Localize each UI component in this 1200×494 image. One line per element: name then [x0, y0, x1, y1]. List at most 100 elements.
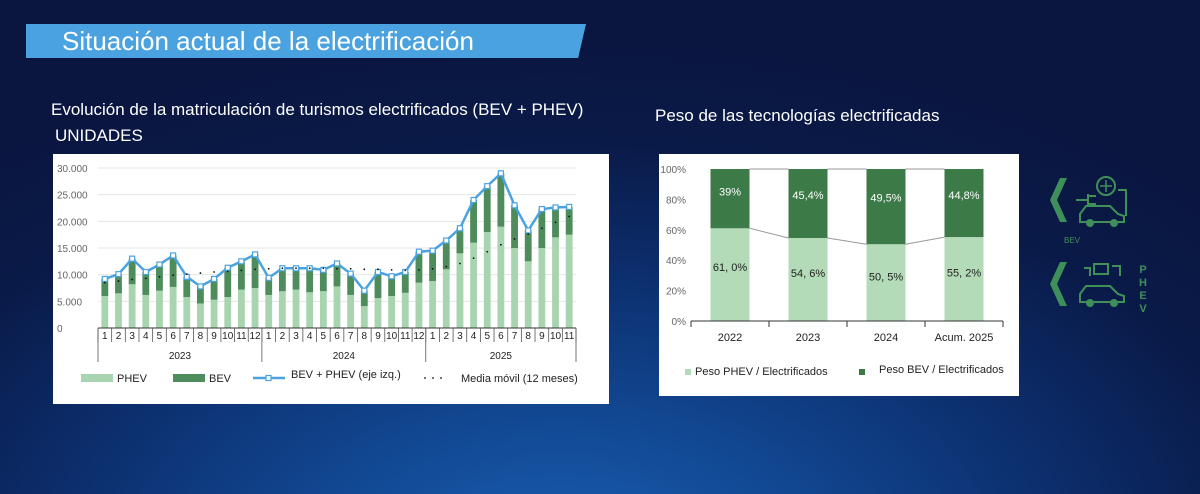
moving-average-point — [254, 268, 256, 271]
month-label: 10 — [550, 331, 562, 342]
phev-bar — [237, 289, 245, 328]
total-point — [402, 268, 409, 276]
moving-average-point — [103, 281, 106, 284]
phev-bar — [278, 291, 286, 328]
year-label: 2025 — [490, 351, 513, 362]
total-point — [320, 266, 327, 273]
moving-average-point — [144, 277, 147, 280]
total-point — [142, 268, 149, 276]
bev-bar — [292, 268, 300, 290]
left-chart-heading: Evolución de la matriculación de turismo… — [51, 100, 584, 119]
moving-average-point — [418, 268, 420, 271]
month-label: 4 — [471, 331, 477, 342]
month-label: 11 — [400, 331, 411, 342]
phev-bar — [552, 237, 559, 328]
month-label: 12 — [249, 331, 261, 342]
moving-average-point — [486, 250, 489, 253]
legend-bev-label: BEV — [209, 373, 232, 385]
moving-average-point — [390, 268, 393, 271]
total-point — [484, 183, 491, 190]
month-label: 3 — [293, 331, 299, 342]
month-label: 7 — [512, 331, 518, 342]
month-label: 3 — [129, 331, 135, 342]
series-connector — [827, 237, 867, 245]
total-point — [525, 227, 532, 234]
month-label: 9 — [375, 331, 381, 342]
total-point — [170, 252, 177, 259]
phev-bar — [442, 269, 450, 328]
bev-bar — [565, 206, 573, 235]
month-label: 3 — [457, 331, 463, 342]
bev-bar — [456, 228, 464, 254]
total-point — [374, 268, 382, 276]
y-tick-label: 15.000 — [57, 244, 88, 255]
moving-average-point — [240, 269, 243, 272]
phev-bar — [251, 288, 259, 328]
phev-bar — [429, 281, 437, 328]
legend-ma-swatch — [432, 377, 434, 379]
bev-bar — [333, 263, 341, 287]
page-title: Situación actual de la electrificación — [62, 26, 474, 56]
month-label: 8 — [198, 331, 204, 342]
moving-average-point — [308, 267, 311, 270]
y-tick-label: 80% — [666, 195, 686, 206]
total-point — [224, 264, 231, 271]
total-point — [566, 203, 573, 211]
bev-bar — [142, 272, 150, 295]
total-point — [333, 260, 341, 267]
month-label: 1 — [430, 331, 436, 342]
total-point — [415, 248, 423, 255]
phev-bar — [511, 248, 518, 328]
moving-average-point — [158, 275, 161, 278]
phev-bar — [128, 284, 136, 328]
bev-icon — [1050, 176, 1127, 227]
phev-bar — [333, 286, 341, 328]
moving-average-point — [336, 267, 338, 270]
phev-share-bar — [788, 238, 828, 321]
total-point — [443, 237, 450, 244]
month-label: 6 — [334, 331, 340, 342]
bev-bar — [497, 173, 505, 227]
moving-average-point — [554, 221, 557, 224]
phev-bar — [115, 293, 122, 328]
total-point — [429, 247, 436, 254]
phev-bar — [183, 297, 191, 328]
total-point — [156, 261, 163, 268]
bev-bar — [388, 276, 396, 296]
total-point — [456, 225, 464, 232]
moving-average-point — [445, 265, 448, 268]
bev-share-label: 49,5% — [870, 193, 901, 205]
phev-bar — [306, 292, 314, 328]
moving-average-point — [172, 274, 175, 277]
phev-bar — [197, 303, 204, 328]
phev-bar — [265, 294, 273, 328]
bev-bar — [483, 186, 491, 232]
legend-phev-label: PHEV — [117, 373, 148, 385]
phev-bar — [483, 232, 491, 328]
moving-average-point — [404, 269, 407, 272]
bev-bar — [183, 276, 191, 298]
bev-bar — [415, 251, 423, 283]
bev-share-label: 44,8% — [948, 190, 979, 202]
moving-average-point — [199, 272, 202, 274]
moving-average-point — [513, 238, 516, 240]
legend-ma-swatch — [424, 377, 426, 379]
moving-average-point — [131, 278, 134, 281]
bev-label: BEV — [1064, 236, 1081, 245]
phev-share-bar — [944, 237, 984, 321]
total-point — [197, 283, 204, 290]
phev-bar — [319, 291, 327, 328]
phev-bar — [524, 261, 532, 328]
month-label: 8 — [525, 331, 531, 342]
phev-share-label: 61, 0% — [713, 262, 747, 274]
phev-bar — [142, 294, 150, 328]
phev-bar — [347, 294, 355, 328]
month-label: 4 — [143, 331, 149, 342]
y-tick-label: 10.000 — [57, 271, 88, 282]
phev-bar — [374, 298, 382, 328]
legend-ma-swatch — [440, 377, 442, 379]
phev-bar — [456, 253, 464, 328]
total-point — [115, 271, 122, 278]
legend-phev-swatch — [685, 369, 691, 375]
month-label: 2 — [443, 331, 449, 342]
